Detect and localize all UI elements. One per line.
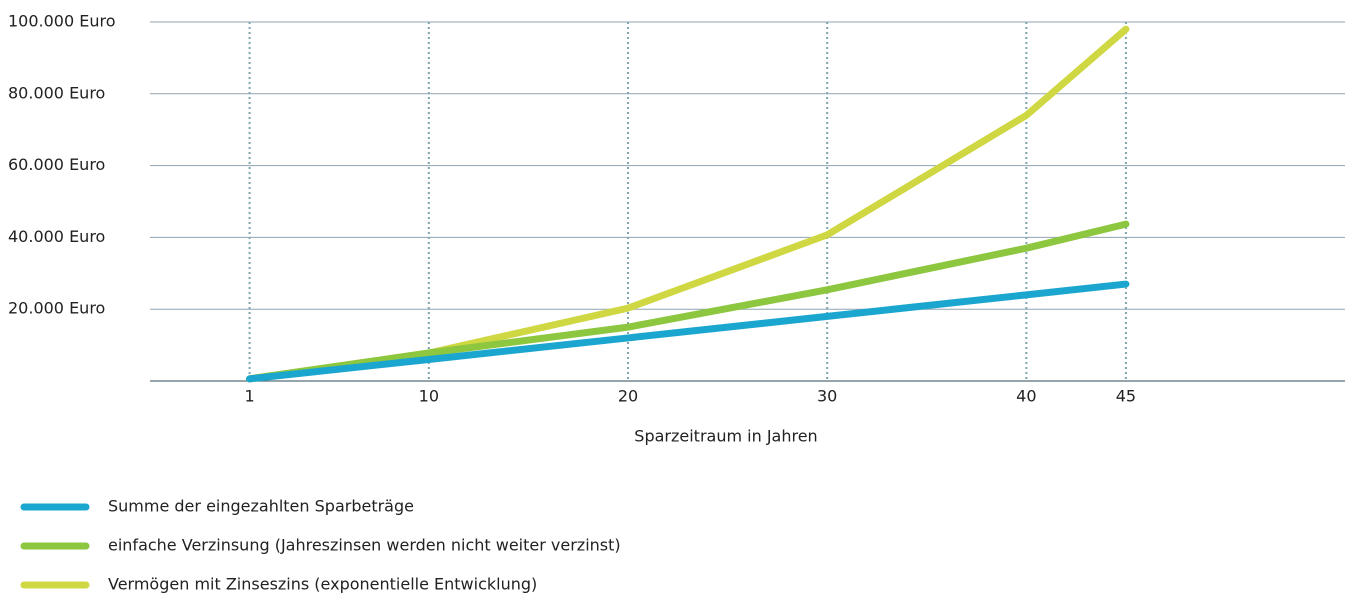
x-tick-label: 40 bbox=[1016, 387, 1036, 406]
x-tick-label: 45 bbox=[1116, 387, 1136, 406]
series-line bbox=[246, 220, 1130, 383]
y-tick-label: 100.000 Euro bbox=[8, 12, 116, 31]
legend-label: einfache Verzinsung (Jahreszinsen werden… bbox=[108, 536, 621, 555]
legend-label: Summe der eingezahlten Sparbeträge bbox=[108, 497, 414, 516]
series-line bbox=[246, 25, 1130, 383]
y-tick-label: 40.000 Euro bbox=[8, 227, 105, 246]
x-axis-label: Sparzeitraum in Jahren bbox=[634, 427, 817, 446]
x-tick-label: 30 bbox=[817, 387, 837, 406]
y-tick-label: 20.000 Euro bbox=[8, 299, 105, 318]
x-tick-label: 1 bbox=[244, 387, 254, 406]
x-tick-label: 10 bbox=[419, 387, 439, 406]
y-tick-label: 80.000 Euro bbox=[8, 83, 105, 102]
legend-label: Vermögen mit Zinseszins (exponentielle E… bbox=[108, 575, 537, 594]
y-tick-label: 60.000 Euro bbox=[8, 155, 105, 174]
x-tick-label: 20 bbox=[618, 387, 638, 406]
series-line bbox=[246, 280, 1130, 383]
